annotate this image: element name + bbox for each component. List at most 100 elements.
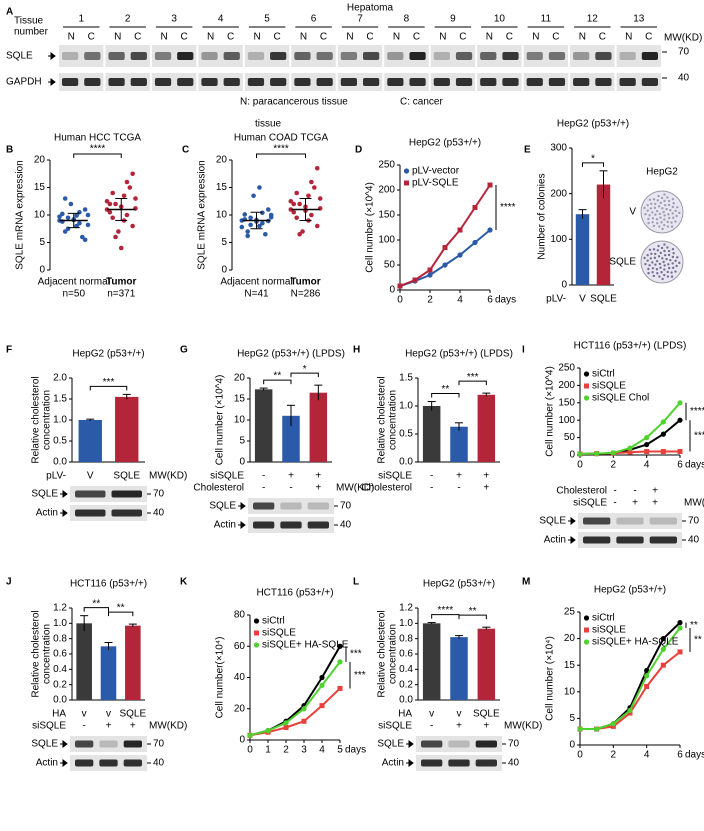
blot-band [548, 78, 566, 86]
y-tick-label: 250 [378, 160, 395, 171]
lane-label: C [552, 32, 559, 43]
blot-band [154, 78, 172, 86]
condition-label: siSQLE [32, 721, 66, 732]
legend-label: siSQLE+ HA-SQLE [262, 640, 349, 651]
y-tick-label: 50 [564, 432, 576, 443]
group-n: N=41 [244, 289, 269, 300]
significance-label: * [591, 153, 595, 164]
data-point [283, 725, 289, 730]
legend-label: siSQLE [592, 625, 626, 636]
data-point [82, 207, 88, 212]
colony [660, 271, 663, 274]
lane-label: N [532, 32, 539, 43]
colony [649, 257, 653, 260]
legend-label: siCtrl [592, 613, 615, 624]
condition-value: + [483, 483, 489, 494]
blot-arrow [60, 740, 68, 748]
colony [657, 205, 661, 208]
significance-label: ** [273, 371, 281, 382]
data-point [239, 224, 245, 230]
significance-label: **** [273, 144, 289, 155]
data-point [644, 441, 650, 448]
lane-label: C [273, 32, 280, 43]
colony [646, 209, 649, 212]
y-tick-label: 0.5 [399, 429, 413, 440]
x-tick-label: 4 [457, 295, 463, 306]
blot-band [387, 52, 404, 60]
blot-band [75, 490, 106, 498]
tissue-number: 10 [494, 14, 506, 25]
blot-band [201, 52, 218, 60]
blot-background [384, 73, 429, 91]
data-point [113, 234, 118, 240]
data-point [317, 196, 323, 201]
lane-label: N [625, 32, 632, 43]
mw-value: 70 [678, 47, 690, 58]
lane-label: C [599, 32, 606, 43]
blot-band [270, 78, 287, 86]
data-point [660, 662, 666, 668]
significance-label: **** [690, 406, 704, 417]
significance-bracket [458, 614, 487, 620]
significance-bracket [83, 607, 109, 612]
x-tick-label: 6 [677, 750, 683, 761]
colony [652, 198, 656, 201]
blot-background [416, 736, 502, 752]
data-point [291, 209, 297, 215]
colony [643, 206, 646, 210]
y-tick-label: 5 [239, 436, 245, 447]
y-tick-label: 20 [234, 703, 246, 714]
data-point [314, 165, 320, 171]
series-line [249, 661, 341, 737]
y-tick-label: 40 [234, 672, 246, 683]
colony [646, 204, 649, 207]
tissue-number: 4 [218, 14, 224, 25]
bar [477, 394, 496, 462]
condition-value: + [130, 721, 136, 732]
blot-band [409, 52, 426, 60]
mw-value: 70 [688, 516, 700, 527]
condition-value: + [652, 486, 658, 497]
blot-name: Actin [36, 508, 58, 519]
y-tick-label: 1.0 [399, 401, 413, 412]
data-point [127, 185, 133, 190]
colony [663, 243, 666, 246]
y-tick-label: 0 [239, 735, 245, 746]
condition-value: SQLE [473, 709, 500, 720]
condition-value: - [613, 498, 616, 509]
colony [661, 277, 664, 281]
bar [422, 406, 441, 462]
blot-band [363, 78, 380, 86]
data-point [677, 625, 683, 631]
colony [659, 201, 663, 205]
data-point [644, 673, 650, 679]
data-point [242, 212, 248, 217]
data-point [62, 229, 68, 234]
data-point [110, 215, 115, 221]
blot-band [526, 52, 543, 60]
lane-label: N [579, 32, 586, 43]
y-tick-label: 60 [234, 641, 246, 652]
colony [663, 203, 667, 207]
condition-value: - [430, 721, 433, 732]
lane-label: N [161, 32, 168, 43]
mw-label: MW(KD) [504, 721, 542, 732]
legend-note: tissue [255, 119, 282, 130]
y-tick-label: 2.0 [53, 373, 67, 384]
colony [665, 257, 668, 261]
blot-name: Actin [36, 758, 58, 769]
blot-band [316, 78, 333, 86]
x-tick-label: 1 [265, 745, 271, 756]
y-tick-label: 10 [34, 210, 46, 221]
panel-letter: C [182, 145, 189, 156]
bar [115, 396, 139, 462]
y-tick-label: 300 [550, 143, 567, 154]
panel-title: HepG2 (p53+/+) [72, 349, 144, 360]
colony [671, 212, 674, 215]
y-axis-label: concentration [388, 390, 399, 450]
significance-label: *** [354, 670, 366, 681]
significance-label: ** [694, 635, 702, 646]
condition-label: siSQLE [210, 471, 244, 482]
blot-band [307, 521, 329, 529]
data-point [104, 198, 110, 204]
